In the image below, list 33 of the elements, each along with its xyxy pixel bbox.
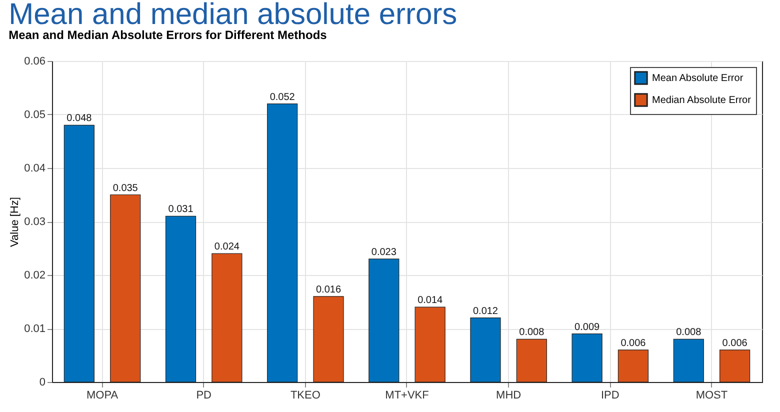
data-label: 0.052 — [270, 92, 296, 103]
data-label: 0.035 — [112, 182, 138, 194]
data-label: 0.023 — [371, 246, 397, 258]
x-tick-label: TKEO — [290, 390, 321, 402]
y-tick-label: 0.06 — [24, 56, 46, 68]
data-label: 0.006 — [620, 338, 646, 349]
y-tick-label: 0.02 — [24, 270, 46, 282]
y-tick-label: 0.01 — [24, 323, 46, 335]
y-tick-label: 0.03 — [24, 216, 46, 228]
data-label: 0.016 — [316, 284, 342, 296]
x-tick-label: MOPA — [86, 390, 119, 402]
data-label: 0.012 — [472, 306, 498, 317]
y-tick-label: 0.04 — [24, 162, 46, 174]
legend-label: Mean Absolute Error — [652, 73, 744, 84]
x-tick-label: MT+VKF — [385, 390, 430, 402]
x-tick-label: IPD — [600, 390, 620, 402]
chart-title: Mean and median absolute errors — [8, 0, 458, 31]
x-tick-label: MOST — [696, 390, 728, 402]
data-label: 0.008 — [519, 327, 545, 338]
x-tick-label: MHD — [496, 390, 522, 402]
data-label: 0.048 — [66, 113, 92, 124]
data-label: 0.024 — [214, 242, 240, 253]
data-label: 0.014 — [418, 295, 444, 306]
chart-subtitle: Mean and Median Absolute Errors for Different Methods — [8, 28, 328, 42]
y-tick-label: 0.05 — [24, 109, 46, 121]
data-label: 0.008 — [676, 327, 702, 338]
data-label: 0.006 — [722, 338, 748, 349]
data-label: 0.009 — [574, 322, 600, 333]
y-axis-title: Value [Hz] — [9, 197, 22, 247]
x-tick-label: PD — [196, 390, 212, 402]
y-tick-label: 0 — [39, 376, 46, 388]
data-label: 0.031 — [168, 204, 194, 216]
legend-label: Median Absolute Error — [652, 95, 752, 106]
